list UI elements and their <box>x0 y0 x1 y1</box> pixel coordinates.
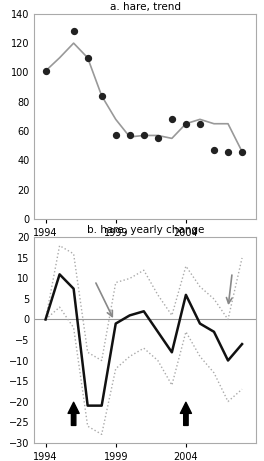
Point <box>128 132 132 139</box>
Title: b. hare, yearly change: b. hare, yearly change <box>87 225 204 235</box>
Point <box>142 132 146 139</box>
Point <box>114 132 118 139</box>
Point <box>226 148 230 155</box>
Point <box>212 147 216 154</box>
Point <box>86 54 90 61</box>
Point <box>170 116 174 123</box>
Point <box>44 67 48 75</box>
Point <box>72 28 76 35</box>
Point <box>198 120 202 127</box>
Point <box>184 120 188 127</box>
Point <box>240 148 244 155</box>
Title: a. hare, trend: a. hare, trend <box>110 2 181 12</box>
Point <box>100 92 104 100</box>
Point <box>156 135 160 142</box>
